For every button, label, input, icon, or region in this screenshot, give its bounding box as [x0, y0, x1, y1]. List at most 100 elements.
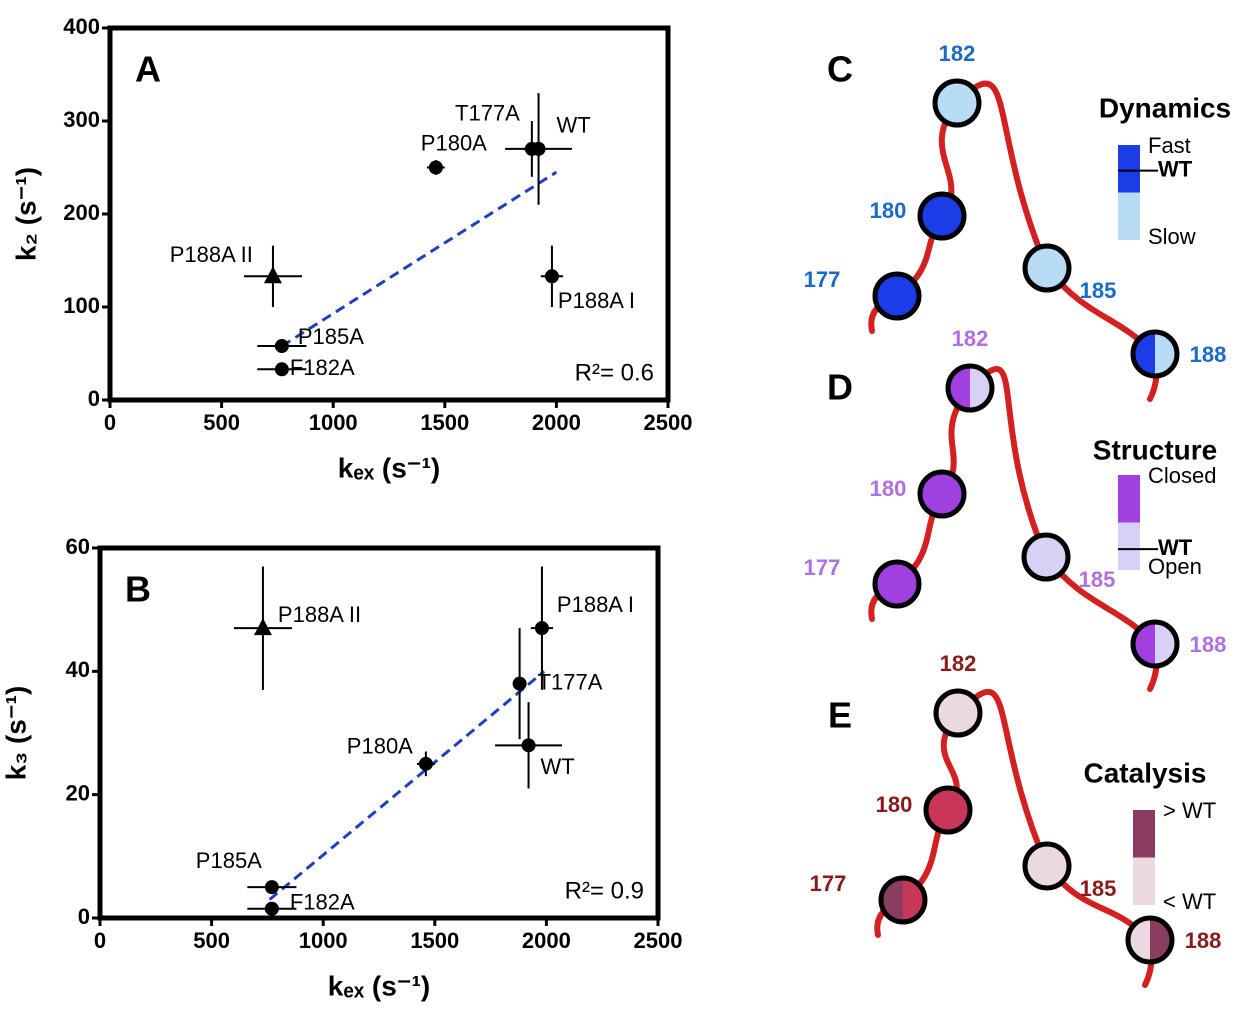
y-tick-label: 400 [63, 14, 100, 39]
fit-line [281, 170, 558, 348]
residue [933, 688, 983, 738]
residue-label: 177 [810, 871, 847, 896]
residue-label: 188 [1190, 632, 1227, 657]
legend-swatch [1133, 810, 1155, 858]
data-point [512, 676, 527, 691]
legend-swatch [1118, 522, 1140, 570]
point-label: P180A [347, 734, 413, 759]
x-tick-label: 1000 [309, 410, 358, 435]
legend-swatch [1133, 857, 1155, 905]
data-point [274, 362, 289, 377]
y-tick-label: 20 [66, 780, 90, 805]
legend-label: WT [1158, 156, 1193, 181]
y-tick-label: 300 [63, 107, 100, 132]
point-label: P185A [298, 324, 364, 349]
panel-label: A [135, 49, 161, 90]
protein-tube [874, 688, 1155, 988]
residue-label: 180 [870, 476, 907, 501]
protein-tube [868, 80, 1160, 402]
point-label: F182A [290, 355, 355, 380]
residue-label: 182 [952, 326, 989, 351]
point-label: WT [541, 754, 575, 779]
data-point [264, 901, 279, 916]
residue [923, 785, 973, 835]
y-tick-label: 40 [66, 657, 90, 682]
data-point [274, 339, 289, 354]
residue-label: 182 [939, 41, 976, 66]
y-axis-label: k₂ (s⁻¹) [10, 167, 41, 261]
legend-label: Fast [1148, 133, 1191, 158]
point-label: P188A II [170, 242, 253, 267]
legend-title: Catalysis [1084, 757, 1207, 788]
residue-ring [878, 875, 928, 925]
legend-label: Closed [1148, 463, 1216, 488]
y-tick-label: 100 [63, 293, 100, 318]
x-tick-label: 1000 [299, 928, 348, 953]
point-label: P188A I [557, 592, 634, 617]
data-point [263, 266, 282, 284]
legend-swatch [1118, 475, 1140, 523]
legend-title: Dynamics [1099, 92, 1231, 123]
x-tick-label: 1500 [420, 410, 469, 435]
x-tick-label: 2000 [532, 410, 581, 435]
point-label: P185A [196, 848, 262, 873]
point-label: P188A I [558, 288, 635, 313]
x-tick-label: 2500 [634, 928, 683, 953]
residue [1022, 841, 1072, 891]
x-tick-label: 0 [94, 928, 106, 953]
legend-swatch [1118, 192, 1140, 240]
y-tick-label: 0 [88, 386, 100, 411]
plot-frame [107, 25, 671, 403]
legend-title: Structure [1093, 434, 1217, 465]
residue-label: 182 [940, 651, 977, 676]
data-point [428, 160, 443, 175]
panel-label: B [125, 569, 151, 610]
residue-label: 185 [1080, 876, 1117, 901]
x-tick-label: 2000 [522, 928, 571, 953]
y-tick-label: 60 [66, 534, 90, 559]
data-point [534, 621, 549, 636]
panel-label: C [827, 49, 853, 90]
residue [1022, 243, 1072, 293]
legend-label: < WT [1163, 889, 1216, 914]
plot-frame [97, 545, 661, 921]
residue-label: 188 [1185, 928, 1222, 953]
point-label: P188A II [278, 602, 361, 627]
data-point [418, 756, 433, 771]
legend-label: Open [1148, 554, 1202, 579]
protein-tube [868, 366, 1160, 692]
r-squared: R²= 0.9 [565, 877, 644, 904]
x-tick-label: 500 [203, 410, 240, 435]
point-label: F182A [290, 890, 355, 915]
data-point [264, 880, 279, 895]
x-axis-label: kₑₓ (s⁻¹) [328, 970, 430, 1001]
residue-ring [1125, 915, 1175, 965]
residue-ring [1130, 329, 1180, 379]
residue-label: 177 [804, 555, 841, 580]
residue [917, 191, 967, 241]
residue-label: 185 [1079, 567, 1116, 592]
panel-label: E [828, 695, 852, 736]
residue [932, 78, 982, 128]
x-tick-label: 0 [104, 410, 116, 435]
x-tick-label: 1500 [410, 928, 459, 953]
residue-label: 177 [804, 267, 841, 292]
data-point [253, 618, 272, 636]
residue-label: 180 [876, 792, 913, 817]
panel-label: D [827, 367, 853, 408]
residue-ring [1130, 619, 1180, 669]
legend-label: > WT [1163, 798, 1216, 823]
y-tick-label: 0 [78, 904, 90, 929]
point-label: WT [557, 113, 591, 138]
x-axis-label: kₑₓ (s⁻¹) [338, 452, 440, 483]
y-axis-label: k₃ (s⁻¹) [0, 686, 31, 781]
y-tick-label: 200 [63, 200, 100, 225]
x-tick-label: 500 [193, 928, 230, 953]
residue-label: 185 [1080, 278, 1117, 303]
legend-swatch [1118, 145, 1140, 193]
point-label: P180A [421, 130, 487, 155]
residue-ring [945, 363, 995, 413]
residue-label: 180 [870, 198, 907, 223]
